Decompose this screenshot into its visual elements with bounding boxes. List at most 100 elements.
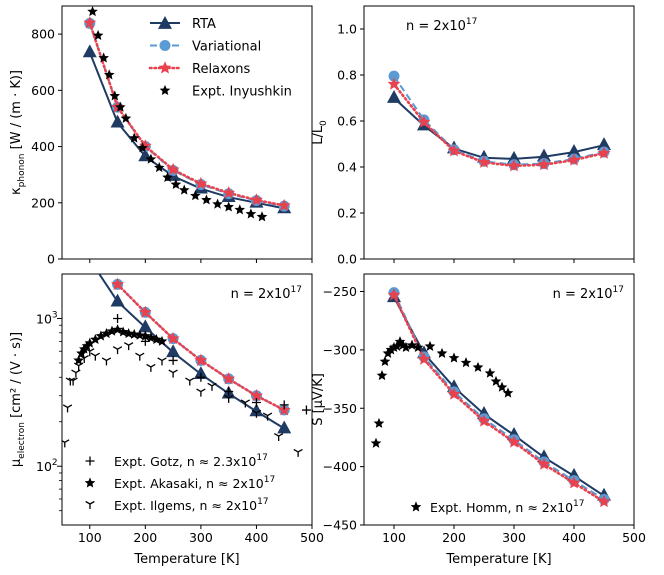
mobility-series-ilgems-point (68, 377, 78, 386)
mobility-series-gotz-point (113, 313, 123, 323)
mobility-series-gotz-point (168, 355, 178, 365)
mobility-series-ilgems-point (101, 357, 112, 366)
seebeck-series-relaxons-line (392, 293, 606, 503)
seebeck-xtick-label: 400 (562, 530, 586, 545)
lorenz-ylabel-main: L/L (311, 125, 326, 145)
kappa-series-expt-point (109, 90, 121, 101)
kappa-ytick-label: 600 (31, 83, 55, 98)
mobility-series-ilgems-point (251, 409, 262, 418)
mobility-ytick-label-text: 10 (36, 311, 52, 326)
kappa-series-relaxons-point (194, 176, 208, 190)
kappa-ylabel: κphonon [W / (m · K)] (9, 70, 27, 195)
mobility-series-ilgems-point (207, 382, 217, 391)
kappa-series-relaxons-point (249, 193, 263, 206)
mobility-ytick-label: 103 (36, 310, 58, 326)
mobility-ylabel-subscript: electron (17, 422, 27, 459)
mobility-series-ilgems-point (240, 399, 251, 408)
mobility-series-ilgems-point (223, 394, 234, 403)
kappa-series-expt-point (178, 184, 190, 195)
mobility-xlabel: Temperature [K] (133, 552, 239, 567)
lorenz-series-relaxons-point (537, 157, 551, 171)
seebeck-series-homm-point (490, 375, 502, 386)
mobility-series-gotz-point (196, 372, 206, 382)
mobility-series-ilgems-point (62, 439, 70, 448)
kappa-series-expt-point (128, 132, 140, 143)
lorenz-series-relaxons-point (597, 146, 611, 159)
seebeck-xtick-label: 300 (502, 530, 526, 545)
seebeck-series-relaxons-point (387, 288, 401, 301)
seebeck-ytick-label: −250 (323, 284, 357, 299)
mobility-legend-akasaki-label-text: Expt. Akasaki, n ≈ 2x10 (114, 476, 264, 491)
lorenz-series-relaxons-point (387, 77, 401, 90)
seebeck-series-homm-point (472, 361, 484, 372)
kappa-series-expt-point (137, 142, 148, 153)
mobility-series-ilgems-point (90, 352, 101, 361)
kappa-ylabel-main: κ (9, 187, 24, 195)
mobility-ytick-label-superscript: 2 (52, 458, 58, 468)
kappa-series-rta-point (82, 44, 97, 58)
mobility-series-ilgems-point (293, 448, 303, 457)
lorenz-series-variational-point (388, 70, 400, 82)
seebeck-series-homm-point (496, 381, 508, 392)
mobility-series-rta-point (193, 366, 208, 379)
seebeck-ytick-label: −400 (323, 459, 357, 474)
kappa-series-relaxons-point (166, 162, 180, 176)
lorenz-series-relaxons-point (447, 144, 461, 157)
seebeck-series-relaxons-point (447, 387, 461, 400)
seebeck-series-homm-point (502, 387, 514, 398)
mobility-annotation-superscript: 17 (291, 285, 302, 295)
kappa-series-expt-point (234, 204, 246, 215)
kappa-legend-variational-marker (159, 40, 171, 51)
mobility-legend-ilgems-label-text: Expt. Ilgems, n ≈ 2x10 (114, 498, 257, 513)
kappa-series-expt-point (256, 211, 268, 222)
seebeck-series-homm-point (460, 357, 472, 368)
seebeck-series-homm-point (379, 356, 391, 367)
mobility-series-ilgems-point (157, 357, 167, 366)
lorenz-series-rta-point (387, 89, 401, 103)
mobility-series-ilgems-point (262, 412, 273, 421)
mobility-series-ilgems-point (146, 363, 156, 372)
mobility-legend-ilgems-marker (85, 500, 95, 509)
kappa-ytick-label: 400 (31, 139, 55, 154)
mobility-legend-gotz-marker (85, 456, 95, 466)
mobility-xtick-label: 200 (133, 530, 157, 545)
mobility-series-relaxons-point (166, 331, 180, 345)
mobility-ytick-label-superscript: 3 (52, 310, 58, 320)
mobility-series-rta-point (110, 293, 125, 307)
kappa-legend-relaxons-label: Relaxons (192, 62, 251, 77)
seebeck-ylabel: S [μV/K] (311, 373, 326, 426)
mobility-series-rta-point (277, 420, 292, 434)
kappa-series-relaxons-point (277, 198, 291, 212)
mobility-series-akasaki-point (128, 328, 140, 339)
mobility-series-gotz-point (224, 387, 234, 397)
seebeck-series-homm-point (376, 370, 388, 381)
kappa-series-expt-point (201, 194, 212, 205)
mobility-ytick-label-text: 10 (36, 459, 52, 474)
kappa-legend-expt-label: Expt. Inyushkin (192, 85, 292, 100)
kappa-series-expt-point (245, 208, 257, 219)
seebeck-series-rta-line (393, 296, 605, 497)
seebeck-panel: 100 200 300 400 500 −450 −400 −350 −300 −250 Tempe… (311, 273, 646, 567)
seebeck-annotation-text: n = 2x10 (553, 287, 613, 302)
kappa-ylabel-units: [W / (m · K)] (9, 70, 24, 154)
lorenz-series-relaxons-point (477, 155, 491, 168)
seebeck-xlabel: Temperature [K] (445, 552, 551, 567)
mobility-series-relaxons-point (111, 277, 125, 290)
kappa-series-relaxons-point (83, 16, 97, 29)
mobility-legend-gotz-label-superscript: 17 (256, 453, 267, 463)
lorenz-ylabel-subscript: 0 (319, 120, 329, 126)
seebeck-series-relaxons-point (597, 494, 611, 508)
kappa-ytick-label: 0 (47, 252, 55, 267)
seebeck-series-homm-point (436, 347, 448, 358)
mobility-series-akasaki-point (123, 328, 134, 339)
mobility-legend-akasaki-marker (84, 477, 96, 488)
kappa-series-expt-point (98, 52, 109, 63)
kappa-series-expt-point (153, 161, 165, 173)
seebeck-series-relaxons-point (477, 414, 491, 427)
kappa-series-expt-point (87, 6, 98, 17)
mobility-xtick-label: 400 (245, 530, 269, 545)
kappa-legend-expt-marker (159, 84, 171, 96)
kappa-ytick-label: 200 (31, 195, 55, 210)
mobility-legend-akasaki-label-superscript: 17 (264, 475, 275, 485)
seebeck-legend-homm-label-text: Expt. Homm, n ≈ 2x10 (430, 500, 573, 515)
